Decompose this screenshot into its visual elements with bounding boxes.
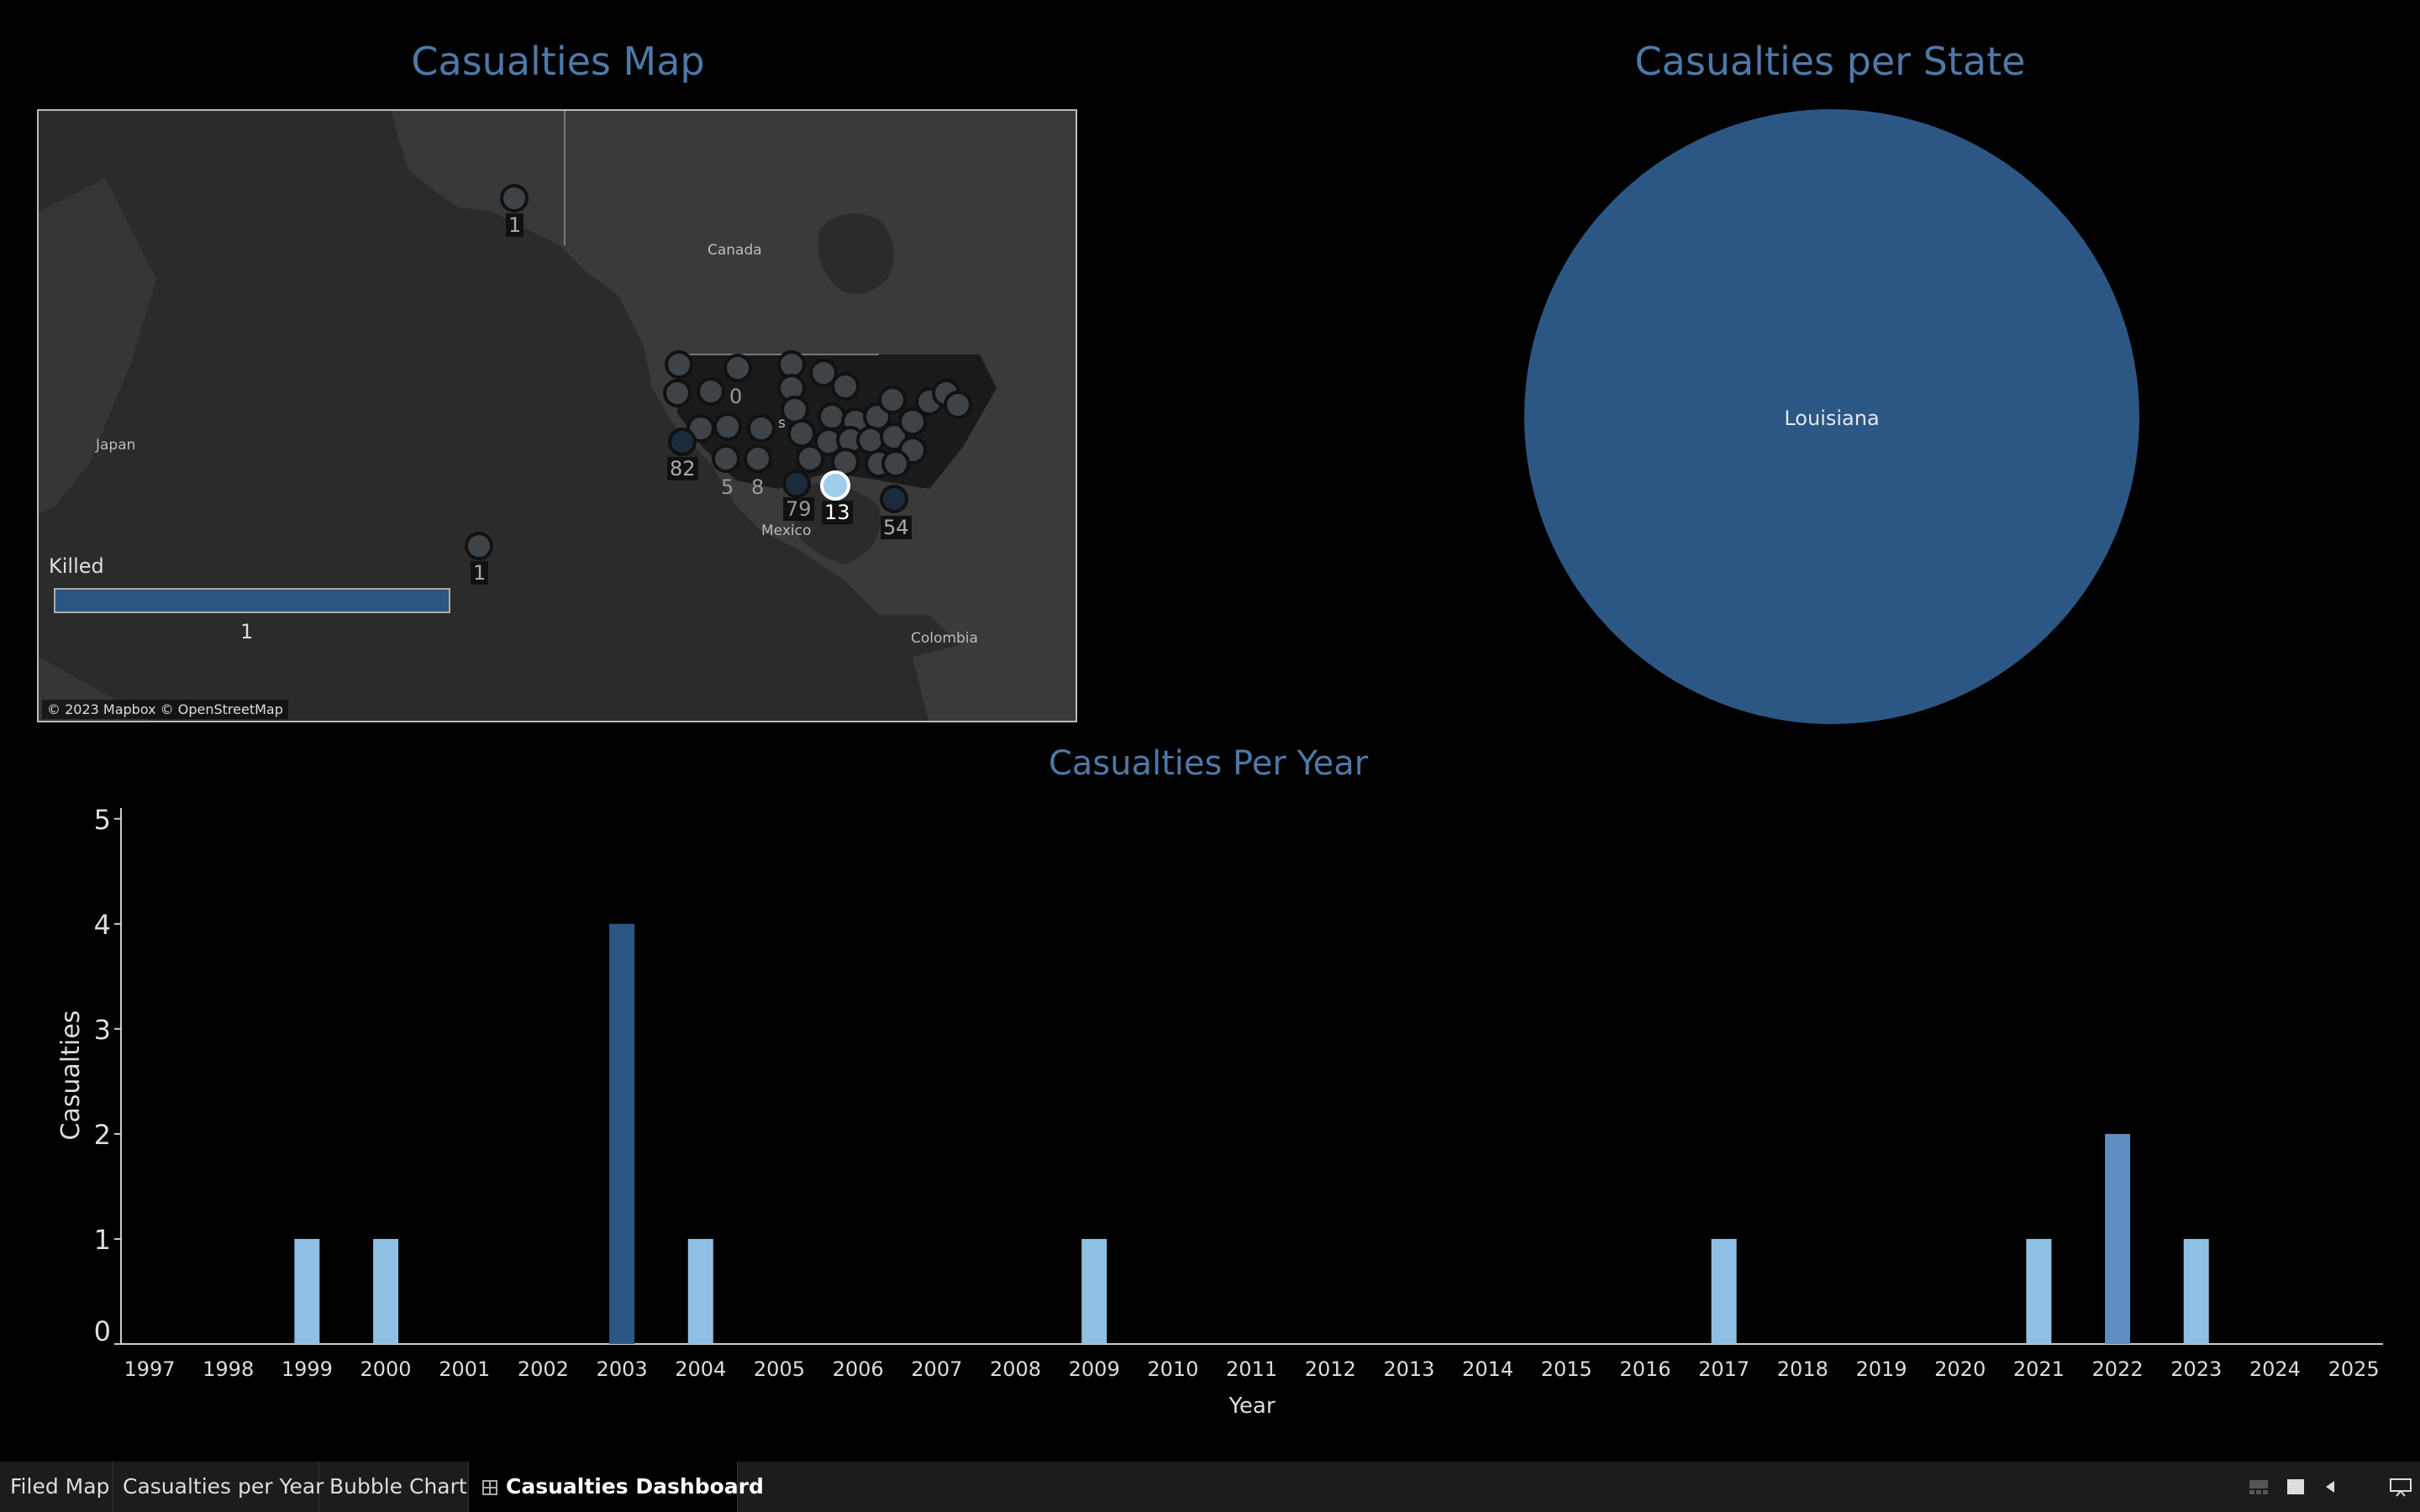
region-label-canada: Canada	[708, 242, 762, 259]
region-label-colombia: Colombia	[911, 630, 978, 647]
y-tick-label: 2	[94, 1119, 111, 1151]
bar-2023[interactable]	[2183, 1238, 2209, 1344]
y-tick-label: 1	[94, 1224, 111, 1256]
casualties-per-state-pie[interactable]: Louisiana	[1512, 106, 2151, 727]
x-axis-title: Year	[1228, 1394, 1275, 1419]
tab-casualties-dashboard-label: Casualties Dashboard	[506, 1474, 764, 1499]
y-tick-label: 3	[94, 1014, 111, 1046]
x-tick-label-2023: 2023	[2170, 1357, 2222, 1381]
asia-landmass	[39, 178, 156, 514]
x-tick-label-2009: 2009	[1069, 1357, 1120, 1381]
bar-2022[interactable]	[2105, 1133, 2131, 1344]
state-markers	[663, 350, 972, 478]
marker-label-southwest: 5	[721, 475, 734, 499]
marker-alaska	[500, 184, 529, 213]
region-label-japan: Japan	[96, 437, 136, 454]
marker-hawaii	[465, 532, 493, 560]
x-tick-label-2022: 2022	[2092, 1357, 2144, 1381]
bar-chart-title: Casualties Per Year	[1048, 744, 1369, 783]
x-tick-label-2005: 2005	[754, 1357, 805, 1381]
pie-slice-louisiana[interactable]	[1524, 109, 2139, 724]
x-tick-label-2000: 2000	[360, 1357, 412, 1381]
x-tick-label-2017: 2017	[1698, 1357, 1749, 1381]
x-tick-label-2024: 2024	[2249, 1357, 2301, 1381]
tab-casualties-dashboard[interactable]: Casualties Dashboard	[469, 1462, 764, 1512]
x-tick-label-2011: 2011	[1226, 1357, 1277, 1381]
bar-2000[interactable]	[373, 1238, 399, 1344]
x-tick-label-2003: 2003	[597, 1357, 648, 1381]
x-tick-label-2010: 2010	[1147, 1357, 1198, 1381]
marker-florida	[880, 485, 908, 513]
x-tick-label-2012: 2012	[1305, 1357, 1356, 1381]
x-tick-label-2008: 2008	[990, 1357, 1041, 1381]
marker-label-south: 8	[751, 475, 765, 499]
region-label-partial: s	[778, 415, 786, 432]
bar-2021[interactable]	[2026, 1238, 2052, 1344]
marker-louisiana-selected	[820, 470, 850, 501]
casualties-map[interactable]: Canada Japan Mexico Colombia s 1 0 82 5 …	[37, 109, 1077, 722]
tab-filed-map[interactable]: Filed Map	[0, 1462, 113, 1512]
y-tick-label: 0	[94, 1315, 111, 1347]
y-axis-title: Casualties	[56, 1011, 86, 1141]
casualties-per-year-chart[interactable]: 0 1 2 3 4 5 1997 1998 1999 2000 2001 2002 2003 2004 2…	[0, 798, 2420, 1420]
x-tick-label-1997: 1997	[124, 1357, 175, 1381]
x-tick-label-2001: 2001	[439, 1357, 490, 1381]
tab-bubble-chart[interactable]: Bubble Chart	[319, 1462, 469, 1512]
marker-label-west: 82	[667, 457, 698, 480]
y-tick-label: 5	[94, 804, 111, 836]
marker-label-florida: 54	[881, 516, 912, 539]
x-tick-label-2016: 2016	[1619, 1357, 1670, 1381]
marker-label-alaska: 1	[506, 213, 524, 237]
pie-title: Casualties per State	[1634, 39, 2026, 84]
pie-canvas: Louisiana	[1524, 109, 2139, 724]
map-attribution[interactable]: © 2023 Mapbox © OpenStreetMap	[42, 700, 288, 719]
bar-2009[interactable]	[1081, 1238, 1107, 1344]
bar-1999[interactable]	[294, 1238, 320, 1344]
x-tick-label-1999: 1999	[281, 1357, 333, 1381]
x-tick-label-2015: 2015	[1541, 1357, 1592, 1381]
x-tick-label-1998: 1998	[203, 1357, 254, 1381]
hudson-bay	[818, 213, 894, 294]
x-tick-label-2006: 2006	[833, 1357, 884, 1381]
x-tick-label-2025: 2025	[2328, 1357, 2380, 1381]
legend-color-bar[interactable]	[54, 588, 450, 613]
marker-label-louisiana: 13	[822, 501, 853, 524]
marker-label-texas: 79	[783, 497, 814, 521]
y-tick-label: 4	[94, 909, 111, 941]
x-tick-label-2002: 2002	[518, 1357, 569, 1381]
x-tick-label-2018: 2018	[1777, 1357, 1828, 1381]
legend-value: 1	[240, 620, 254, 643]
x-tick-label-2013: 2013	[1383, 1357, 1434, 1381]
x-tick-label-2014: 2014	[1462, 1357, 1513, 1381]
dashboard-grid-icon	[482, 1480, 497, 1495]
tab-casualties-per-year[interactable]: Casualties per Year	[113, 1462, 324, 1512]
single-sheet-view-icon[interactable]	[2286, 1477, 2306, 1497]
marker-label-north: 0	[729, 385, 743, 408]
x-tick-label-2004: 2004	[675, 1357, 726, 1381]
marker-west	[668, 428, 697, 456]
bar-2004[interactable]	[687, 1238, 713, 1344]
legend-title: Killed	[49, 554, 104, 578]
bar-2003[interactable]	[609, 923, 635, 1344]
scroll-left-icon[interactable]	[2321, 1477, 2341, 1497]
x-tick-label-2021: 2021	[2013, 1357, 2065, 1381]
pie-label-louisiana: Louisiana	[1784, 407, 1879, 430]
south-america-landmass	[913, 616, 1076, 721]
marker-texas	[782, 470, 811, 498]
filmstrip-view-icon[interactable]	[2249, 1477, 2269, 1497]
sheet-tab-bar: Filed Map Casualties per Year Bubble Cha…	[0, 1462, 2420, 1512]
x-tick-label-2007: 2007	[911, 1357, 962, 1381]
x-tick-label-2020: 2020	[1934, 1357, 1986, 1381]
presentation-mode-icon[interactable]	[2390, 1477, 2412, 1497]
x-tick-label-2019: 2019	[1855, 1357, 1907, 1381]
bar-2017[interactable]	[1711, 1238, 1737, 1344]
marker-label-hawaii: 1	[471, 561, 489, 585]
map-title: Casualties Map	[411, 39, 705, 84]
region-label-mexico: Mexico	[761, 522, 812, 539]
